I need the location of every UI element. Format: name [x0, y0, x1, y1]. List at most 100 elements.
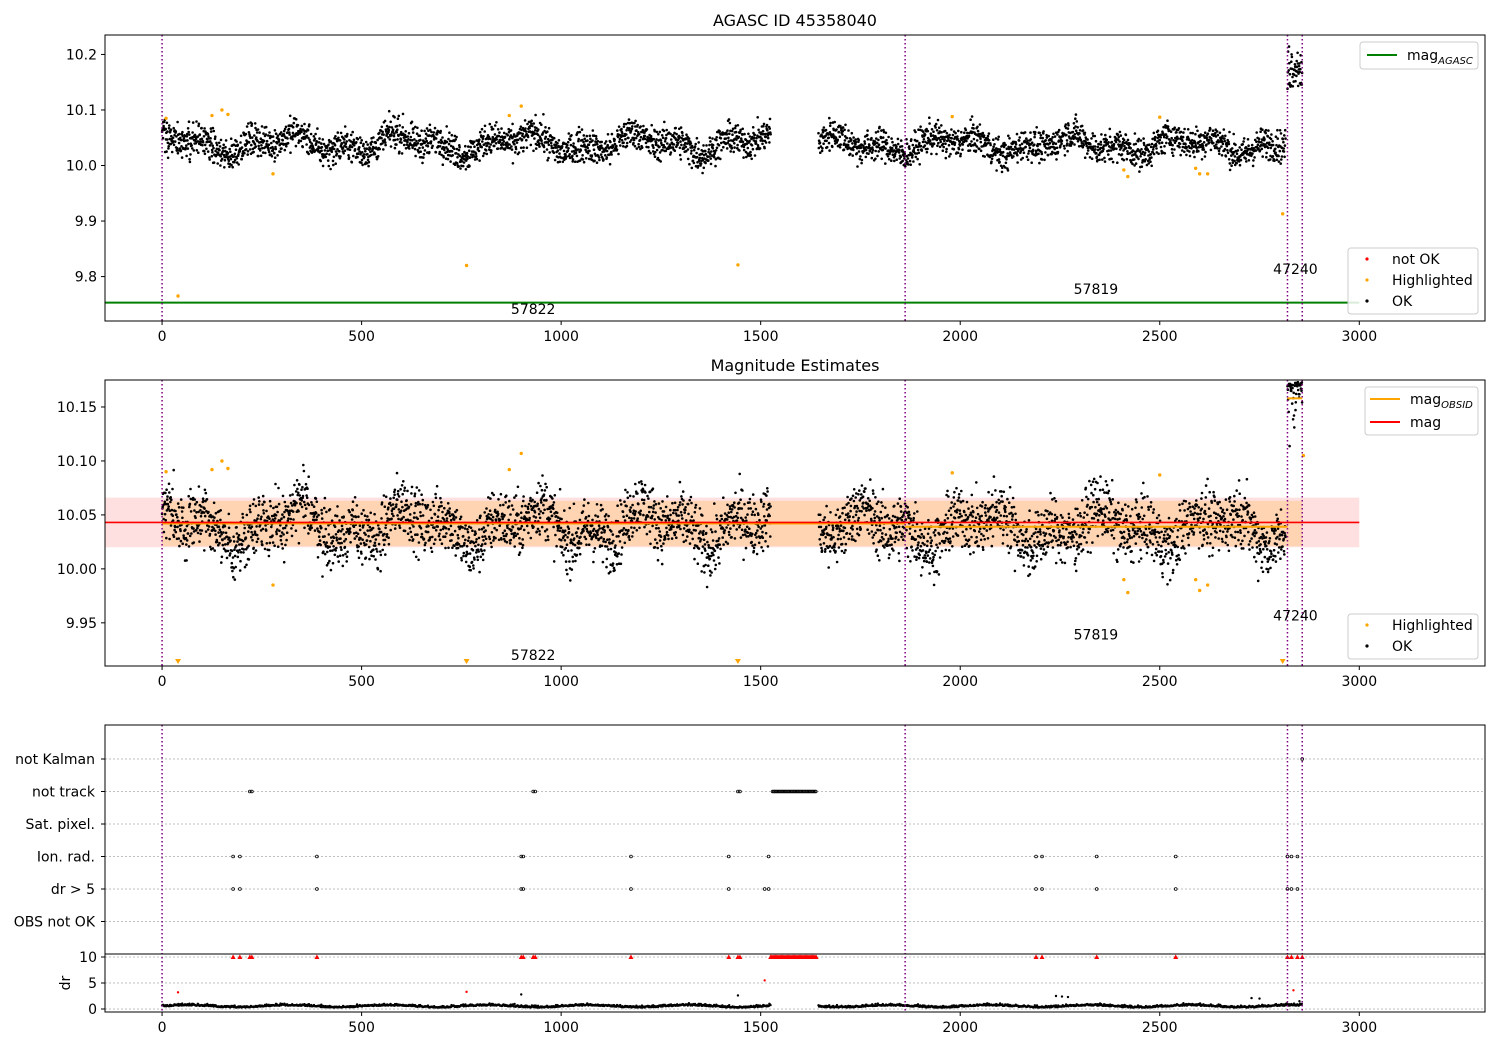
ok-point: [332, 155, 336, 159]
x-tick-label: 2500: [1142, 329, 1178, 345]
ok-point: [484, 529, 487, 532]
ok-point: [707, 155, 711, 158]
ok-point: [477, 149, 481, 153]
ok-point: [170, 150, 174, 154]
ok-point: [1203, 155, 1207, 158]
ok-point: [846, 143, 850, 147]
ok-point: [895, 158, 898, 161]
ok-point: [663, 140, 667, 143]
ok-point: [210, 148, 214, 152]
ok-point: [884, 131, 888, 135]
ok-point: [909, 163, 912, 166]
ok-point: [420, 142, 424, 146]
ok-point: [547, 143, 551, 147]
ok-point: [497, 538, 501, 542]
ok-point: [487, 142, 490, 145]
ok-point: [320, 517, 324, 520]
ok-point: [1147, 150, 1151, 153]
ok-point: [334, 549, 338, 552]
ok-point: [428, 123, 432, 127]
ok-point: [947, 143, 951, 147]
ok-point: [164, 491, 167, 495]
ok-point: [194, 137, 198, 141]
ok-point: [450, 539, 453, 542]
ok-point: [477, 536, 481, 540]
ok-point: [477, 550, 481, 553]
ok-point: [511, 162, 515, 165]
ok-point: [743, 132, 746, 136]
ok-point: [972, 123, 975, 126]
ok-point: [186, 147, 190, 150]
ok-point: [294, 144, 298, 148]
ok-point: [711, 146, 715, 150]
ok-point: [836, 138, 839, 142]
ok-point: [449, 139, 452, 143]
ok-point: [244, 148, 248, 151]
ok-point: [1288, 81, 1291, 85]
ok-point: [325, 541, 329, 544]
ok-point: [1182, 131, 1185, 134]
ok-point: [1110, 140, 1114, 144]
ok-point: [1179, 153, 1182, 157]
ok-point: [322, 540, 326, 544]
ok-point: [250, 530, 253, 534]
ok-point: [211, 150, 214, 154]
ok-point: [817, 131, 820, 135]
ok-point: [908, 159, 912, 163]
ok-point: [1023, 131, 1027, 134]
ok-point: [518, 536, 521, 540]
ok-point: [489, 143, 493, 146]
ok-point: [727, 139, 730, 142]
ok-point: [229, 539, 232, 542]
ok-point: [191, 121, 195, 124]
ok-point: [353, 537, 357, 540]
ok-point: [273, 129, 277, 132]
ok-point: [629, 129, 633, 133]
ok-point: [1044, 151, 1047, 154]
ok-point: [162, 120, 166, 124]
ok-point: [502, 131, 506, 135]
ok-point: [1158, 138, 1162, 142]
ok-point: [297, 510, 300, 513]
ok-point: [1116, 161, 1119, 164]
ok-point: [274, 482, 277, 486]
ok-point: [1244, 157, 1247, 160]
highlighted-point: [210, 113, 214, 118]
ok-point: [598, 158, 601, 162]
ok-point: [434, 151, 438, 154]
ok-point: [177, 141, 181, 145]
ok-point: [1297, 64, 1301, 68]
ok-point: [874, 149, 877, 153]
ok-point: [1050, 152, 1053, 156]
ok-point: [508, 143, 511, 146]
ok-point: [472, 567, 475, 570]
ok-point: [381, 548, 385, 552]
ok-point: [868, 144, 871, 147]
ok-point: [384, 141, 387, 144]
ok-point: [881, 136, 885, 139]
ok-point: [953, 141, 957, 145]
ok-point: [1170, 136, 1173, 140]
ok-point: [336, 505, 339, 508]
ok-point: [243, 526, 246, 530]
ok-point: [618, 140, 621, 143]
ok-point: [332, 545, 335, 548]
ok-point: [914, 130, 917, 134]
ok-point: [1159, 145, 1163, 149]
ok-point: [193, 498, 196, 501]
ok-point: [972, 137, 976, 141]
ok-point: [896, 137, 900, 141]
ok-point: [697, 147, 700, 151]
ok-point: [275, 505, 279, 509]
ok-point: [380, 125, 384, 129]
ok-point: [448, 131, 451, 134]
ok-point: [561, 160, 565, 164]
ok-point: [255, 525, 258, 528]
ok-point: [247, 141, 251, 144]
ok-point: [364, 556, 368, 559]
ok-point: [516, 532, 519, 536]
ok-point: [245, 513, 249, 517]
ok-point: [538, 529, 541, 533]
ok-point: [426, 503, 430, 507]
ok-point: [394, 505, 398, 509]
